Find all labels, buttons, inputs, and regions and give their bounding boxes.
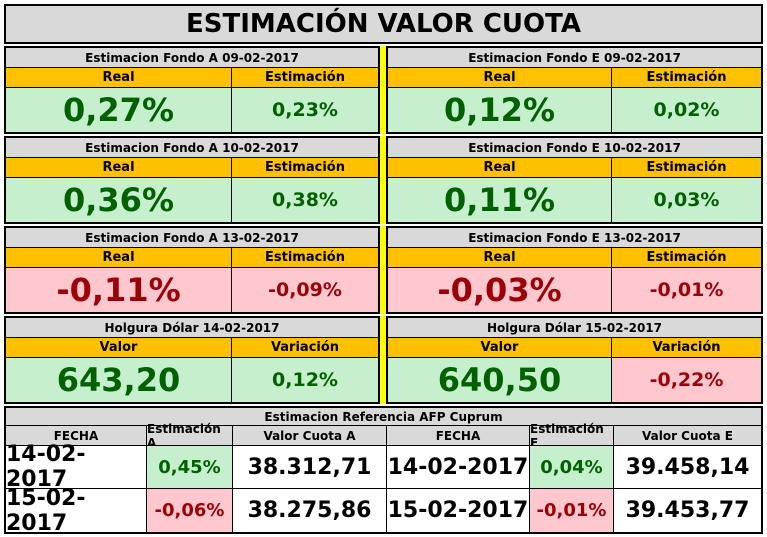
secondary-value: 0,02%	[612, 88, 761, 132]
reference-cell-est-e: 0,04%	[530, 446, 614, 489]
reference-cell-cuota-a: 38.275,86	[233, 489, 387, 532]
secondary-value: -0,01%	[612, 268, 761, 312]
reference-cell-est-e: -0,01%	[530, 489, 614, 532]
reference-column-header: FECHA	[6, 426, 147, 446]
block-header: Estimacion Fondo A 13-02-2017	[6, 228, 378, 248]
block-header: Estimacion Fondo E 09-02-2017	[388, 48, 761, 68]
secondary-value: 0,38%	[232, 178, 378, 222]
secondary-value: -0,22%	[612, 358, 761, 402]
reference-header: Estimacion Referencia AFP Cuprum	[6, 408, 761, 426]
col-label-2: Estimación	[612, 68, 761, 88]
col-label-1: Real	[388, 158, 612, 178]
reference-cell-cuota-e: 39.458,14	[614, 446, 761, 489]
estimation-block-right: Holgura Dólar 15-02-2017 Valor Variación 64…	[386, 316, 763, 404]
reference-column-header: FECHA	[387, 426, 530, 446]
reference-cell-fecha-a: 14-02-2017	[6, 442, 147, 492]
col-label-2: Estimación	[612, 248, 761, 268]
col-label-2: Estimación	[232, 248, 378, 268]
primary-value: 643,20	[6, 358, 232, 402]
page-title: ESTIMACIÓN VALOR CUOTA	[4, 4, 763, 44]
reference-cell-fecha-e: 14-02-2017	[387, 446, 530, 489]
col-label-2: Variación	[232, 338, 378, 358]
col-label-1: Valor	[388, 338, 612, 358]
block-header: Estimacion Fondo A 09-02-2017	[6, 48, 378, 68]
secondary-value: 0,23%	[232, 88, 378, 132]
col-label-2: Estimación	[612, 158, 761, 178]
block-header: Holgura Dólar 15-02-2017	[388, 318, 761, 338]
block-separator	[380, 226, 386, 314]
block-separator	[380, 136, 386, 224]
reference-cell-fecha-a: 15-02-2017	[6, 486, 147, 536]
reference-column-header: Valor Cuota A	[233, 426, 387, 446]
col-label-1: Real	[388, 248, 612, 268]
block-separator	[380, 46, 386, 134]
secondary-value: 0,03%	[612, 178, 761, 222]
primary-value: -0,03%	[388, 268, 612, 312]
col-label-1: Real	[6, 248, 232, 268]
estimation-block-left: Estimacion Fondo A 13-02-2017 Real Estimac…	[4, 226, 380, 314]
secondary-value: 0,12%	[232, 358, 378, 402]
estimation-block-right: Estimacion Fondo E 10-02-2017 Real Estimac…	[386, 136, 763, 224]
estimation-block-left: Estimacion Fondo A 10-02-2017 Real Estimac…	[4, 136, 380, 224]
estimation-block-left: Estimacion Fondo A 09-02-2017 Real Estimac…	[4, 46, 380, 134]
col-label-1: Valor	[6, 338, 232, 358]
col-label-2: Variación	[612, 338, 761, 358]
reference-frame: Estimacion Referencia AFP Cuprum FECHA Est…	[4, 406, 763, 536]
reference-cell-fecha-e: 15-02-2017	[387, 489, 530, 532]
col-label-1: Real	[6, 158, 232, 178]
reference-cell-est-a: -0,06%	[147, 489, 233, 532]
reference-column-header: Valor Cuota E	[614, 426, 761, 446]
estimation-block-right: Estimacion Fondo E 09-02-2017 Real Estimac…	[386, 46, 763, 134]
col-label-2: Estimación	[232, 158, 378, 178]
col-label-1: Real	[388, 68, 612, 88]
primary-value: 0,11%	[388, 178, 612, 222]
block-header: Holgura Dólar 14-02-2017	[6, 318, 378, 338]
block-header: Estimacion Fondo E 13-02-2017	[388, 228, 761, 248]
reference-cell-cuota-e: 39.453,77	[614, 489, 761, 532]
col-label-1: Real	[6, 68, 232, 88]
block-header: Estimacion Fondo E 10-02-2017	[388, 138, 761, 158]
reference-column-header: Estimación A	[147, 422, 233, 450]
primary-value: 0,12%	[388, 88, 612, 132]
secondary-value: -0,09%	[232, 268, 378, 312]
reference-cell-est-a: 0,45%	[147, 446, 233, 489]
block-separator	[380, 316, 386, 404]
reference-column-header: Estimación E	[530, 422, 614, 450]
primary-value: 0,27%	[6, 88, 232, 132]
reference-cell-cuota-a: 38.312,71	[233, 446, 387, 489]
estimation-block-left: Holgura Dólar 14-02-2017 Valor Variación 64…	[4, 316, 380, 404]
block-header: Estimacion Fondo A 10-02-2017	[6, 138, 378, 158]
estimation-block-right: Estimacion Fondo E 13-02-2017 Real Estimac…	[386, 226, 763, 314]
primary-value: 640,50	[388, 358, 612, 402]
col-label-2: Estimación	[232, 68, 378, 88]
primary-value: -0,11%	[6, 268, 232, 312]
primary-value: 0,36%	[6, 178, 232, 222]
